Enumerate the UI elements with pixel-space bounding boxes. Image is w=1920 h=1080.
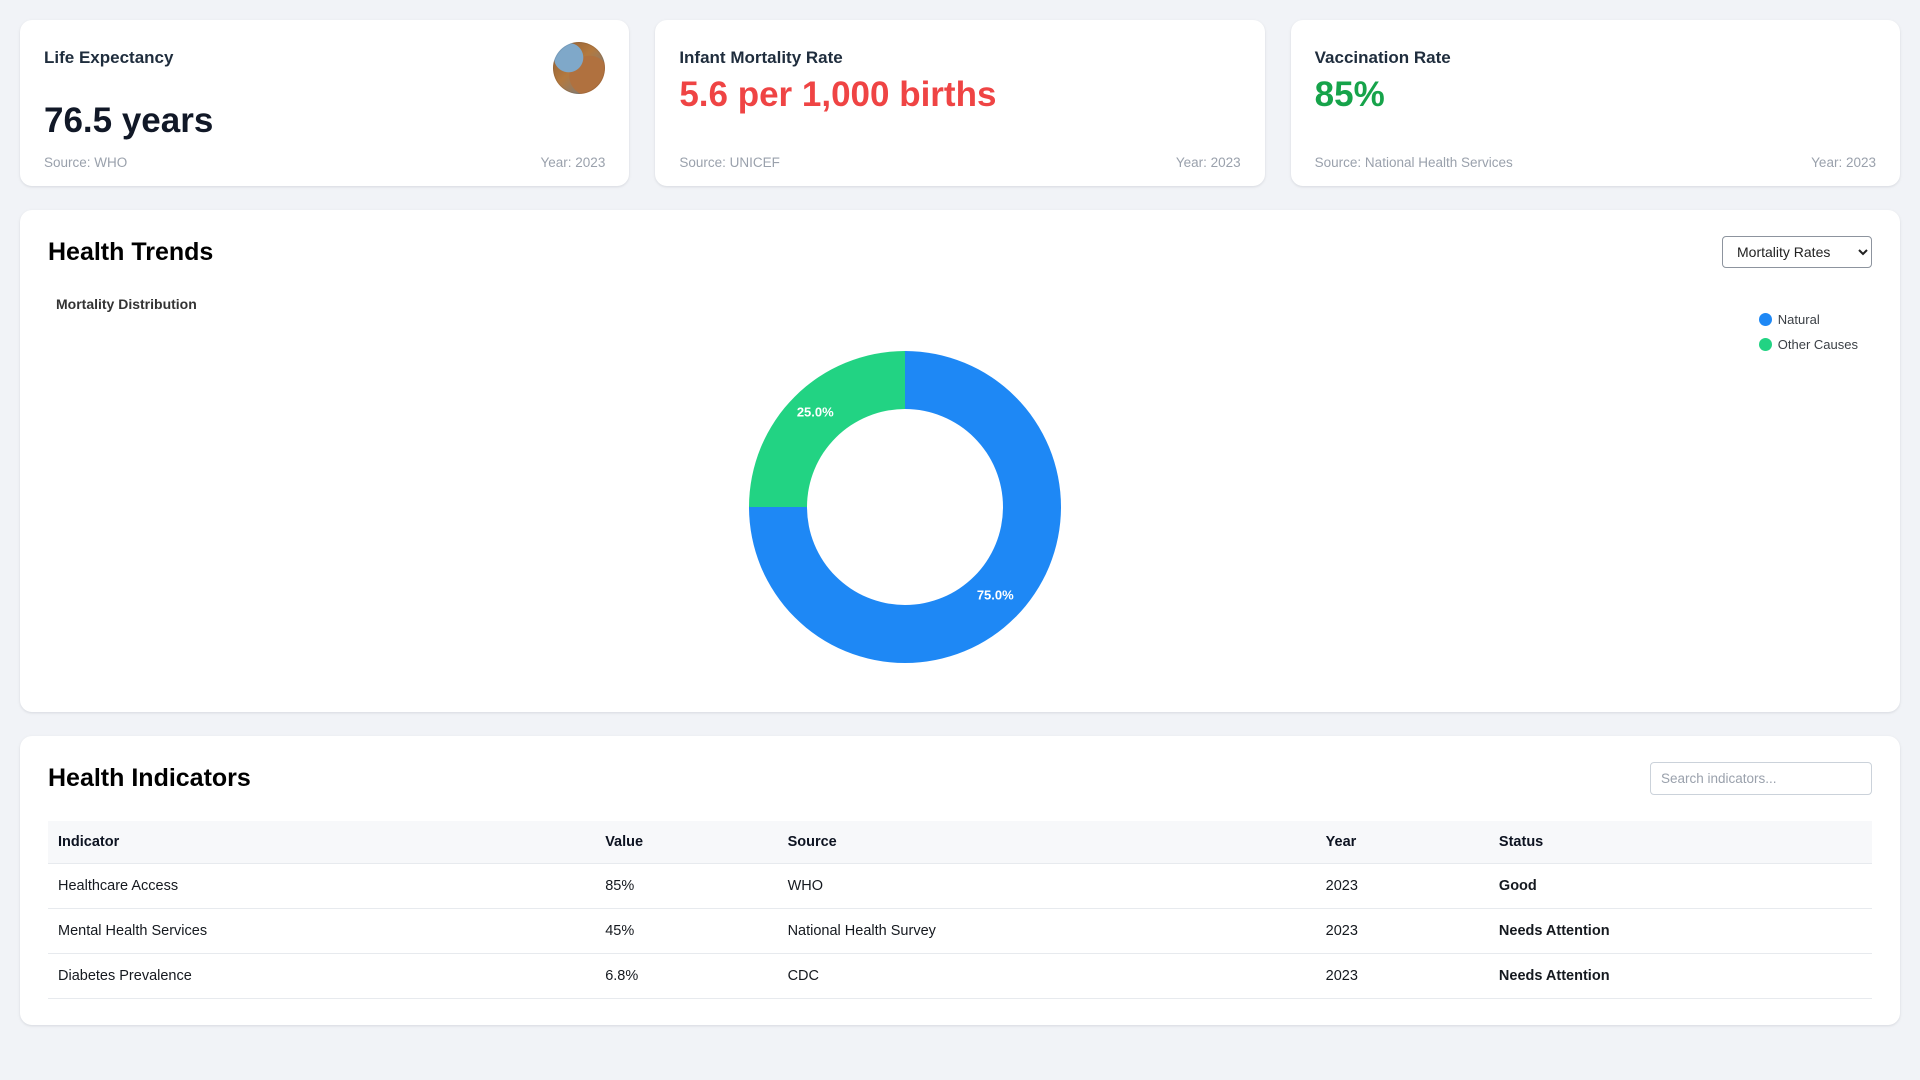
cell-indicator: Healthcare Access xyxy=(48,863,596,909)
column-header-indicator: Indicator xyxy=(48,821,596,864)
cell-year: 2023 xyxy=(1315,863,1489,909)
stat-year: Year: 2023 xyxy=(1175,155,1241,170)
table-row: Healthcare Access 85% WHO 2023 Good xyxy=(48,863,1872,909)
stat-source: Source: National Health Services xyxy=(1314,155,1513,170)
stats-row: Life Expectancy 76.5 years Source: WHO Y… xyxy=(20,20,1900,186)
stat-card-vaccination-rate: Vaccination Rate 85% Source: National He… xyxy=(1290,20,1900,186)
health-trends-title: Health Trends xyxy=(48,237,214,266)
legend-label: Other Causes xyxy=(1777,337,1858,352)
cell-indicator: Diabetes Prevalence xyxy=(48,953,596,999)
stat-source: Source: UNICEF xyxy=(679,155,780,170)
cell-source: CDC xyxy=(777,953,1316,999)
search-input[interactable] xyxy=(1650,762,1872,795)
status-badge: Good xyxy=(1488,863,1872,909)
table-row: Diabetes Prevalence 6.8% CDC 2023 Needs … xyxy=(48,953,1872,999)
stat-card-life-expectancy: Life Expectancy 76.5 years Source: WHO Y… xyxy=(20,20,630,186)
stat-card-header: Vaccination Rate xyxy=(1315,42,1876,68)
doughnut-chart: 75.0% 25.0% xyxy=(749,350,1062,663)
status-badge: Needs Attention xyxy=(1488,953,1872,999)
indicators-table: Indicator Value Source Year Status Healt… xyxy=(48,821,1872,999)
cell-value: 85% xyxy=(595,863,778,909)
stat-value: 5.6 per 1,000 births xyxy=(679,75,997,114)
doughnut-ring xyxy=(749,350,1062,663)
cell-source: WHO xyxy=(777,863,1316,909)
cell-year: 2023 xyxy=(1315,953,1489,999)
stat-value: 85% xyxy=(1314,75,1385,114)
cell-value: 45% xyxy=(595,908,778,954)
health-trends-header: Health Trends Mortality Rates xyxy=(48,236,1872,268)
stat-title: Infant Mortality Rate xyxy=(679,48,843,67)
stat-year: Year: 2023 xyxy=(540,155,606,170)
stat-footer: Source: UNICEF Year: 2023 xyxy=(679,155,1240,170)
cell-year: 2023 xyxy=(1315,908,1489,954)
legend-label: Natural xyxy=(1777,312,1820,327)
stat-card-header: Infant Mortality Rate xyxy=(679,42,1240,68)
mortality-chart-area: Mortality Distribution Natural Other Cau… xyxy=(48,296,1872,686)
table-row: Mental Health Services 45% National Heal… xyxy=(48,908,1872,954)
cell-source: National Health Survey xyxy=(777,908,1316,954)
stat-card-header: Life Expectancy xyxy=(44,42,606,94)
trends-metric-select[interactable]: Mortality Rates xyxy=(1722,236,1872,268)
stat-value: 76.5 years xyxy=(44,101,214,140)
legend-item-other-causes[interactable]: Other Causes xyxy=(1758,337,1858,352)
health-trends-panel: Health Trends Mortality Rates Mortality … xyxy=(20,210,1900,712)
stat-footer: Source: National Health Services Year: 2… xyxy=(1315,155,1876,170)
health-indicators-title: Health Indicators xyxy=(48,764,251,792)
chart-title: Mortality Distribution xyxy=(56,296,197,312)
cell-value: 6.8% xyxy=(595,953,778,999)
health-indicators-panel: Health Indicators Indicator Value Source… xyxy=(20,736,1900,1025)
chart-legend: Natural Other Causes xyxy=(1758,312,1858,352)
column-header-status: Status xyxy=(1488,821,1872,864)
health-indicators-header: Health Indicators xyxy=(48,762,1872,795)
avatar xyxy=(553,42,606,94)
stat-card-infant-mortality: Infant Mortality Rate 5.6 per 1,000 birt… xyxy=(655,20,1265,186)
legend-item-natural[interactable]: Natural xyxy=(1758,312,1858,327)
stat-title: Vaccination Rate xyxy=(1314,48,1451,67)
dashboard-page: Life Expectancy 76.5 years Source: WHO Y… xyxy=(20,20,1900,1025)
stat-footer: Source: WHO Year: 2023 xyxy=(44,155,605,170)
legend-dot-blue-icon xyxy=(1758,313,1772,326)
legend-dot-green-icon xyxy=(1758,338,1772,351)
doughnut-label-other-causes: 25.0% xyxy=(796,404,834,420)
column-header-source: Source xyxy=(777,821,1316,864)
cell-indicator: Mental Health Services xyxy=(48,908,596,954)
column-header-value: Value xyxy=(595,821,778,864)
column-header-year: Year xyxy=(1315,821,1489,864)
table-header-row: Indicator Value Source Year Status xyxy=(48,821,1872,864)
stat-title: Life Expectancy xyxy=(44,48,174,67)
status-badge: Needs Attention xyxy=(1488,908,1872,954)
stat-source: Source: WHO xyxy=(44,155,128,170)
doughnut-label-natural: 75.0% xyxy=(976,587,1014,603)
stat-year: Year: 2023 xyxy=(1811,155,1876,170)
